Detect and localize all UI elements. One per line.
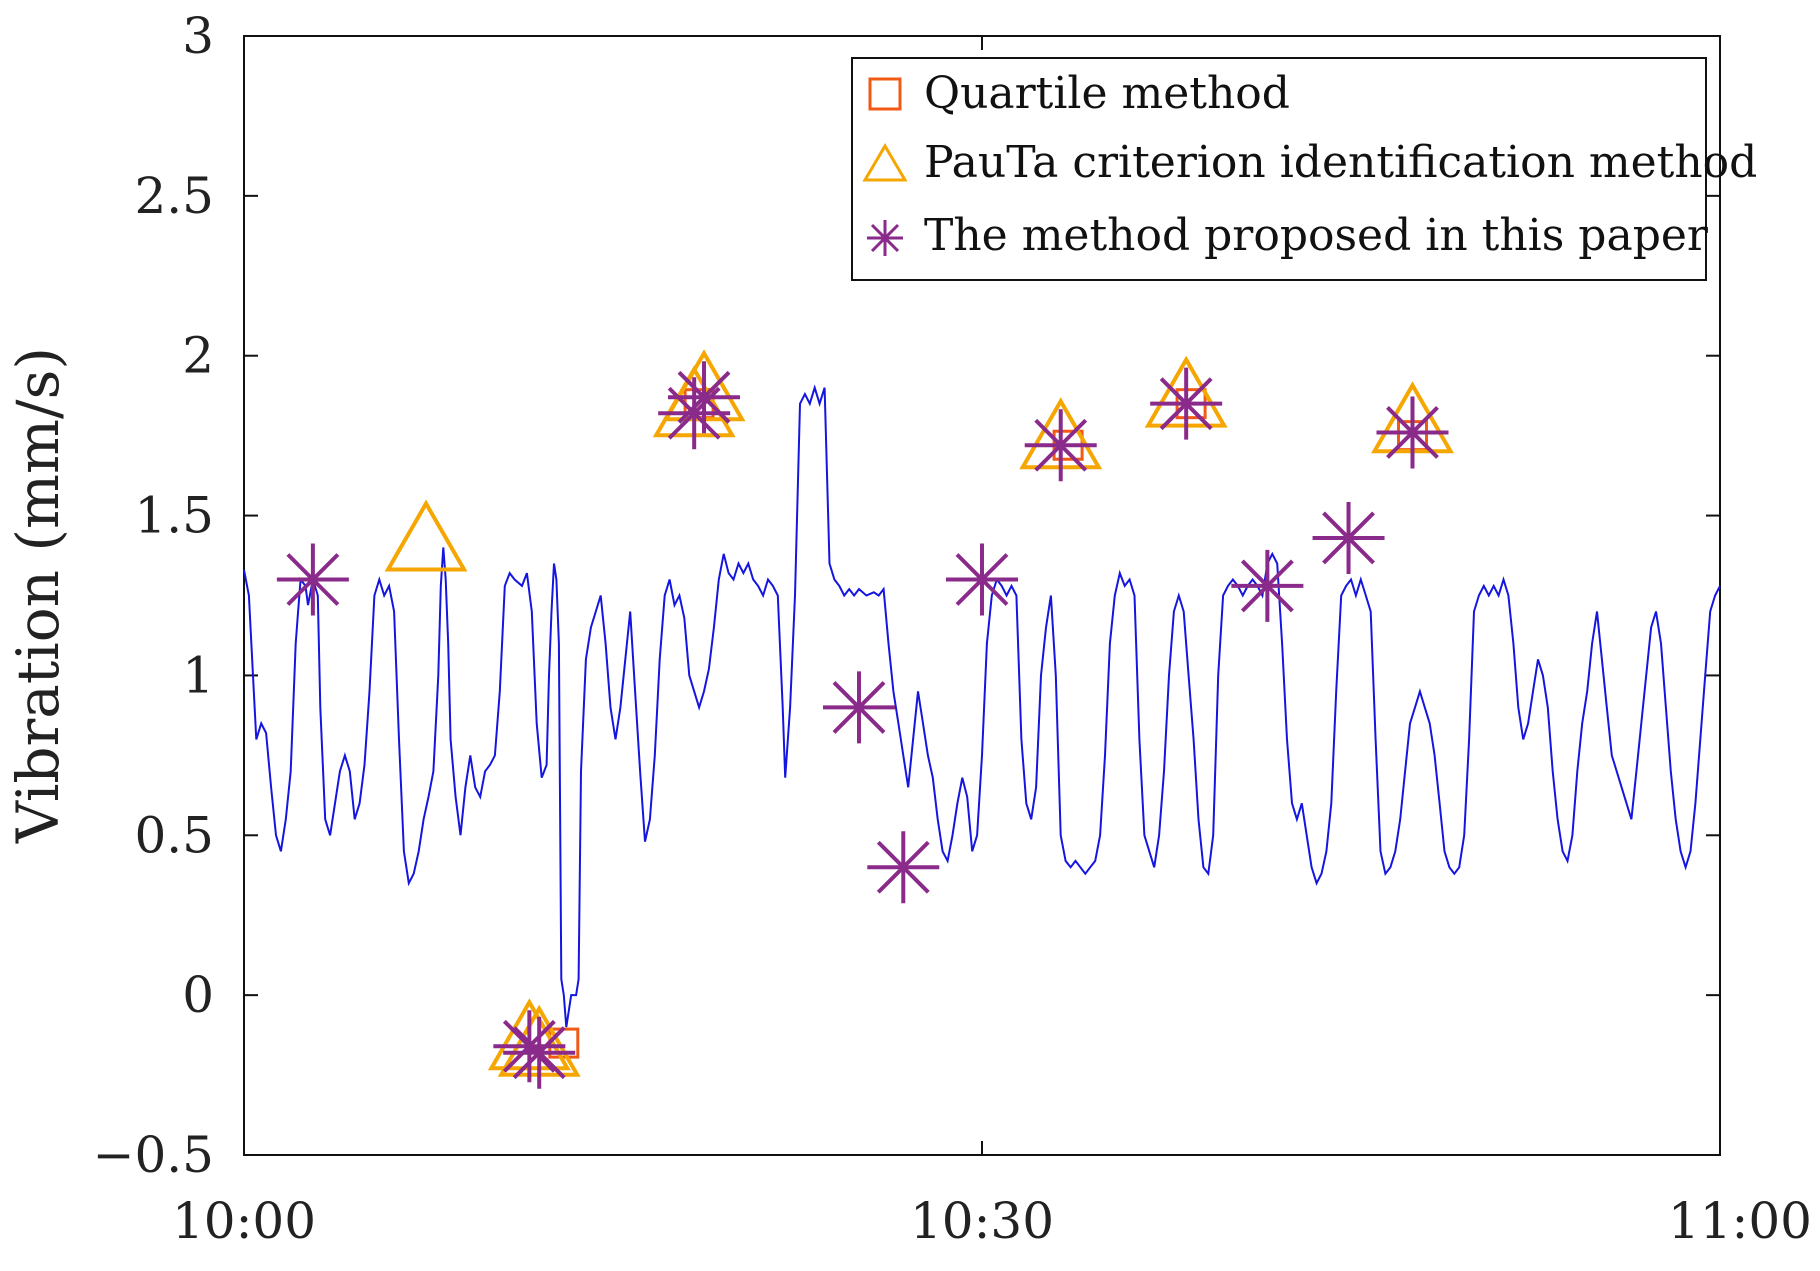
plot-content [243, 349, 1721, 1089]
y-tick-label: 0 [182, 966, 214, 1024]
y-tick-label: 1 [182, 646, 214, 704]
axis-ticks [243, 35, 1721, 1156]
y-tick-label: 1.5 [134, 487, 214, 545]
outlier-markers [276, 349, 1454, 1089]
asterisk-marker [823, 671, 895, 744]
asterisk-marker [276, 543, 349, 616]
asterisk-marker [1150, 367, 1223, 440]
y-tick-label: 2.5 [134, 167, 214, 225]
y-tick-label: 2 [182, 327, 214, 385]
asterisk-marker [1231, 549, 1304, 622]
asterisk-marker [503, 1016, 576, 1089]
legend-triangle-marker [862, 143, 908, 182]
asterisk-marker [493, 1010, 566, 1083]
x-tick-label: 11:00 [1668, 1192, 1812, 1250]
legend-asterisk-marker [867, 220, 903, 256]
asterisk-marker [1376, 396, 1449, 469]
y-tick-label: −0.5 [93, 1126, 214, 1184]
asterisk-marker [1024, 409, 1097, 482]
legend-label-pauta: PauTa criterion identification method [924, 137, 1757, 188]
x-tick-labels: 10:00 10:30 11:00 [172, 1192, 1812, 1250]
asterisk-marker [668, 361, 741, 434]
asterisk-marker [867, 831, 940, 904]
y-tick-label: 3 [182, 7, 214, 65]
legend-label-proposed: The method proposed in this paper [924, 210, 1709, 261]
x-tick-label: 10:30 [910, 1192, 1054, 1250]
asterisk-marker [1312, 501, 1385, 574]
y-tick-labels: −0.5 0 0.5 1 1.5 2 2.5 3 [93, 7, 214, 1184]
legend-square-marker [868, 77, 902, 111]
triangle-marker [384, 499, 468, 572]
vibration-series-line [243, 384, 1721, 1028]
y-tick-label: 0.5 [134, 806, 214, 864]
asterisk-marker [946, 543, 1018, 616]
x-tick-label: 10:00 [172, 1192, 316, 1250]
legend-label-quartile: Quartile method [924, 68, 1290, 119]
legend-box [851, 57, 1707, 281]
legend: Quartile method PauTa criterion identifi… [851, 57, 1757, 281]
y-axis-title: Vibration (mm/s) [4, 347, 72, 844]
